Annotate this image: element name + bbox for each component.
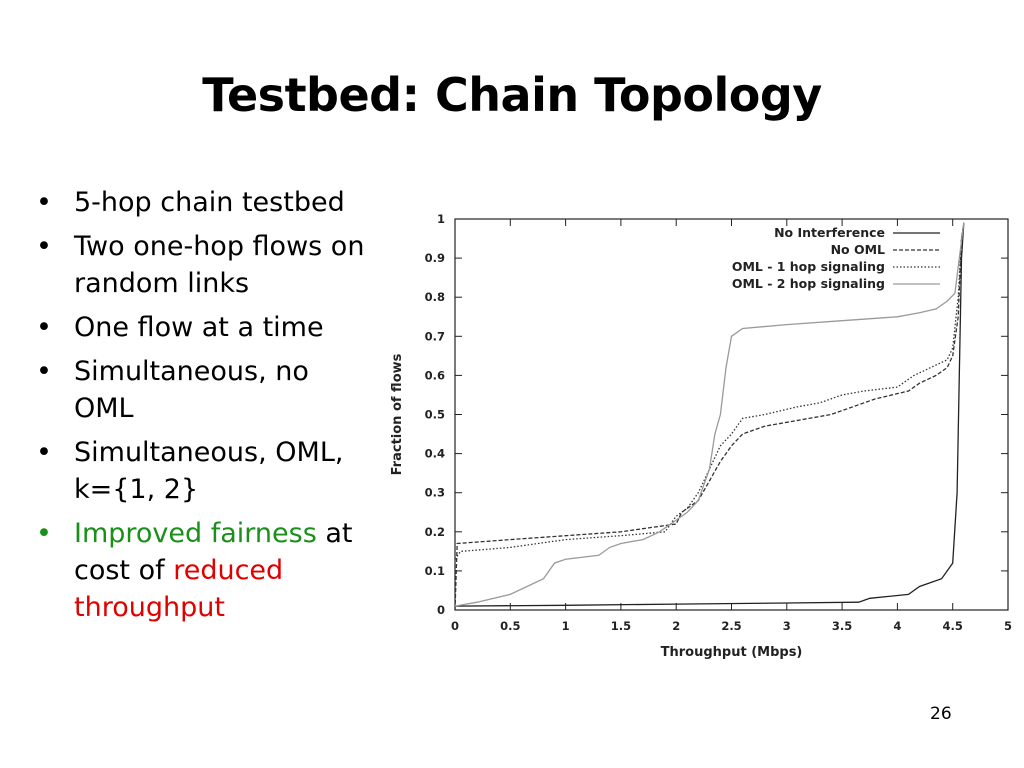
bullet-dot-icon: • <box>36 356 52 387</box>
y-tick-label: 0.7 <box>425 329 445 343</box>
bullet-dot-icon: • <box>36 231 52 262</box>
x-tick-label: 4 <box>893 619 901 633</box>
y-axis-label: Fraction of flows <box>390 353 405 475</box>
y-tick-label: 0 <box>437 603 445 617</box>
series-line-1 <box>454 222 965 611</box>
legend-label: OML - 2 hop signaling <box>732 276 885 291</box>
bullet-item: • One flow at a time <box>34 309 374 346</box>
bullet-text: Improved fairness <box>74 518 317 549</box>
y-tick-label: 0.4 <box>425 447 445 461</box>
bullet-text: reduced throughput <box>74 555 284 623</box>
x-tick-label: 0.5 <box>500 619 520 633</box>
bullet-text: at cost of <box>74 518 353 586</box>
x-tick-label: 4.5 <box>943 619 963 633</box>
series-line-2 <box>454 222 965 560</box>
throughput-cdf-chart: 0 0.5 1 1.5 2 2.5 3 3.5 4 4.5 5 0 0.1 0.2 0.3 0.4 0.5 0.6… <box>390 212 1012 660</box>
bullet-text: Two one-hop flows on random links <box>74 231 365 299</box>
bullet-text: Simultaneous, no OML <box>74 356 309 424</box>
x-tick-label: 3 <box>783 619 791 633</box>
y-tick-label: 0.6 <box>425 368 445 382</box>
y-tick-label: 0.2 <box>425 525 445 539</box>
bullet-item: • 5-hop chain testbed <box>34 184 374 221</box>
bullet-list: • 5-hop chain testbed • Two one-hop flows o… <box>34 184 374 633</box>
y-tick-label: 0.5 <box>425 408 445 422</box>
series-line-3 <box>454 222 965 607</box>
x-tick-label: 5 <box>1004 619 1012 633</box>
bullet-text: 5-hop chain testbed <box>74 187 345 218</box>
bullet-dot-icon: • <box>36 187 52 218</box>
y-tick-label: 1 <box>437 212 445 226</box>
bullet-dot-icon: • <box>36 312 52 343</box>
legend-label: No OML <box>831 242 885 257</box>
page-number: 26 <box>930 704 952 724</box>
x-axis-label: Throughput (Mbps) <box>661 645 803 660</box>
x-tick-label: 1 <box>562 619 570 633</box>
legend-label: No Interference <box>774 225 885 240</box>
bullet-item: • Two one-hop flows on random links <box>34 228 374 302</box>
slide-title: Testbed: Chain Topology <box>202 68 822 122</box>
x-tick-label: 2 <box>672 619 680 633</box>
y-tick-label: 0.8 <box>425 290 445 304</box>
bullet-item: • Improved fairness at cost of reduced th… <box>34 515 374 626</box>
x-tick-label: 2.5 <box>721 619 741 633</box>
bullet-text: One flow at a time <box>74 312 324 343</box>
x-tick-label: 0 <box>451 619 459 633</box>
bullet-text: Simultaneous, OML, k={1, 2} <box>74 437 344 505</box>
bullet-item: • Simultaneous, no OML <box>34 353 374 427</box>
y-tick-label: 0.9 <box>425 251 445 265</box>
bullet-dot-icon: • <box>36 518 52 549</box>
bullet-item: • Simultaneous, OML, k={1, 2} <box>34 434 374 508</box>
x-tick-label: 1.5 <box>611 619 631 633</box>
series-line-0 <box>454 222 965 607</box>
y-tick-label: 0.1 <box>425 564 445 578</box>
x-tick-label: 3.5 <box>832 619 852 633</box>
bullet-dot-icon: • <box>36 437 52 468</box>
y-tick-label: 0.3 <box>425 486 445 500</box>
legend-label: OML - 1 hop signaling <box>732 259 885 274</box>
